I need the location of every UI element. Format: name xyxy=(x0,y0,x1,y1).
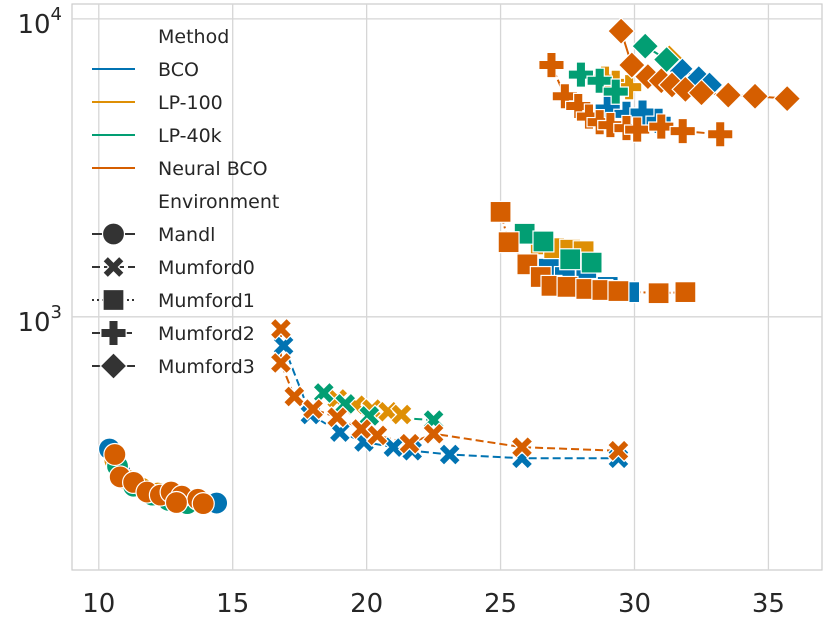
legend-method-title: Method xyxy=(158,26,229,48)
grid xyxy=(72,4,822,570)
y-tick-label: 104 xyxy=(17,4,62,40)
data-point-lp-40k-mumford2 xyxy=(567,61,595,88)
data-point-neural-bco-mumford3 xyxy=(607,17,636,46)
legend: Method BCO LP-100 LP-40k Neural BCO Environme… xyxy=(92,26,279,381)
data-point-bco-mumford0 xyxy=(381,435,405,459)
legend-label-neural-bco: Neural BCO xyxy=(158,158,268,180)
legend-marker-mandl xyxy=(101,222,126,246)
data-point-lp-40k-mumford1 xyxy=(580,251,603,274)
legend-label-lp-100: LP-100 xyxy=(158,92,223,114)
legend-label-mumford1: Mumford1 xyxy=(158,290,255,312)
legend-environment-title: Environment xyxy=(158,191,279,213)
legend-label-bco: BCO xyxy=(158,59,199,81)
data-point-neural-bco-mumford1 xyxy=(647,282,670,305)
legend-label-mumford0: Mumford0 xyxy=(158,257,255,279)
data-point-neural-bco-mumford0 xyxy=(301,397,325,421)
data-point-neural-bco-mumford3 xyxy=(617,50,646,80)
y-tick-label: 103 xyxy=(17,302,62,338)
data-point-neural-bco-mumford0 xyxy=(422,422,446,446)
data-point-neural-bco-mumford2 xyxy=(706,120,734,148)
data-point-neural-bco-mandl xyxy=(191,491,215,516)
series-points xyxy=(97,17,802,516)
data-point-bco-mumford0 xyxy=(438,442,462,466)
data-point-neural-bco-mumford0 xyxy=(510,435,534,459)
data-point-neural-bco-mumford2 xyxy=(623,116,651,143)
x-tick-label: 20 xyxy=(350,589,383,619)
x-tick-label: 10 xyxy=(82,589,115,619)
x-tick-label: 30 xyxy=(618,589,651,619)
data-point-neural-bco-mumford0 xyxy=(282,385,306,409)
data-point-neural-bco-mandl xyxy=(103,442,127,467)
data-point-neural-bco-mumford3 xyxy=(740,82,770,111)
y-axis-ticks: 103 104 xyxy=(17,4,62,338)
x-axis-ticks: 10 15 20 25 30 35 xyxy=(82,589,785,619)
data-point-neural-bco-mumford2 xyxy=(669,117,696,145)
legend-marker-mumford3 xyxy=(99,351,128,381)
data-point-neural-bco-mumford1 xyxy=(556,275,579,298)
legend-label-lp-40k: LP-40k xyxy=(158,125,222,147)
x-tick-label: 25 xyxy=(484,589,517,619)
data-point-neural-bco-mumford2 xyxy=(575,103,603,130)
data-point-neural-bco-mandl xyxy=(164,490,189,515)
data-point-neural-bco-mumford2 xyxy=(597,111,624,139)
legend-label-mumford3: Mumford3 xyxy=(158,356,255,378)
x-tick-label: 15 xyxy=(216,589,249,619)
data-point-neural-bco-mumford0 xyxy=(349,417,373,441)
data-point-neural-bco-mumford2 xyxy=(648,113,675,140)
data-point-neural-bco-mumford0 xyxy=(365,423,389,447)
legend-marker-mumford2 xyxy=(100,319,127,347)
data-point-neural-bco-mumford1 xyxy=(489,200,512,223)
data-point-neural-bco-mumford0 xyxy=(397,432,422,456)
data-point-lp-40k-mumford3 xyxy=(631,32,660,61)
data-point-lp-40k-mumford1 xyxy=(532,230,555,253)
data-point-lp-40k-mumford2 xyxy=(602,78,630,105)
data-point-neural-bco-mumford0 xyxy=(269,351,293,375)
legend-label-mandl: Mandl xyxy=(158,224,215,246)
data-point-neural-bco-mumford3 xyxy=(773,84,802,113)
data-point-neural-bco-mumford1 xyxy=(607,280,630,303)
legend-marker-mumford0 xyxy=(101,255,126,279)
data-point-neural-bco-mumford0 xyxy=(269,317,293,341)
legend-marker-mumford1 xyxy=(102,288,125,312)
data-point-neural-bco-mumford2 xyxy=(538,51,565,79)
data-point-neural-bco-mumford1 xyxy=(674,281,697,304)
data-point-lp-100-mumford0 xyxy=(389,402,413,426)
data-point-neural-bco-mumford3 xyxy=(687,78,716,107)
data-point-neural-bco-mumford0 xyxy=(325,405,349,429)
legend-label-mumford2: Mumford2 xyxy=(158,323,255,345)
data-point-neural-bco-mumford3 xyxy=(714,81,743,110)
data-point-neural-bco-mumford0 xyxy=(606,439,630,463)
data-point-neural-bco-mumford1 xyxy=(497,231,520,254)
data-point-lp-40k-mumford1 xyxy=(559,248,582,271)
x-tick-label: 35 xyxy=(752,589,785,619)
